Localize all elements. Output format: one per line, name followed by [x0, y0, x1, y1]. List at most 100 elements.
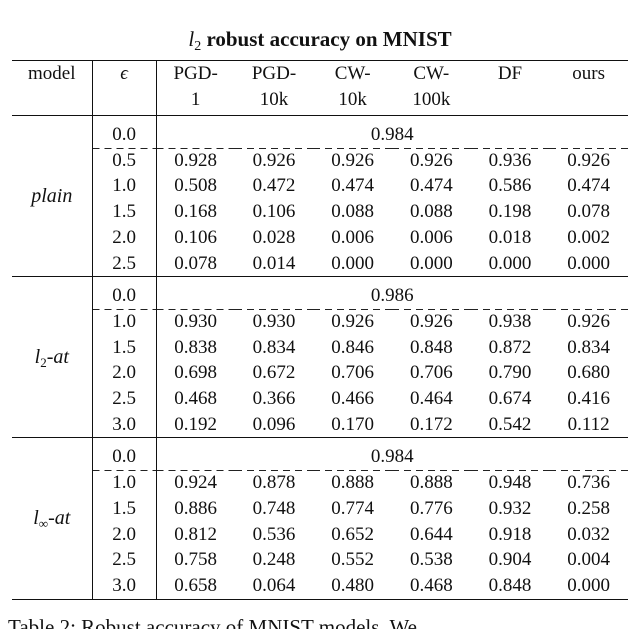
accuracy-cell: 0.508 [155, 173, 235, 200]
epsilon-cell: 2.0 [91, 224, 157, 251]
accuracy-cell: 0.834 [252, 336, 296, 358]
epsilon-cell: 2.5 [91, 547, 157, 573]
accuracy-cell: 0.552 [331, 549, 375, 571]
accuracy-cell: 0.706 [409, 362, 453, 384]
accuracy-cell: 0.812 [155, 521, 235, 548]
accuracy-cell: 0.536 [252, 523, 296, 545]
clean-accuracy-cell: 0.984 [155, 122, 628, 148]
table-row: 1.0 0.508 0.472 0.474 0.474 0.586 0.474 [12, 173, 628, 200]
epsilon-cell: 1.0 [91, 470, 157, 496]
accuracy-cell: 0.886 [155, 495, 235, 522]
epsilon-cell: 0.5 [91, 147, 157, 174]
accuracy-cell: 0.000 [331, 252, 375, 274]
accuracy-cell: 0.538 [409, 549, 453, 571]
title-norm-subscript: 2 [194, 39, 202, 54]
header-epsilon: ϵ [91, 60, 157, 116]
accuracy-cell: 0.680 [567, 362, 611, 384]
clean-accuracy-row: l2-at 0.0 0.986 [12, 283, 628, 370]
header-cw-10k: CW- 10k [334, 63, 371, 110]
separator-cell [392, 437, 471, 445]
table-row: 2.0 0.812 0.536 0.652 0.644 0.918 0.032 [12, 521, 628, 548]
accuracy-cell: 0.918 [488, 523, 532, 545]
accuracy-cell: 0.644 [409, 523, 453, 545]
accuracy-cell: 0.078 [155, 250, 235, 277]
accuracy-cell: 0.464 [409, 388, 453, 410]
accuracy-cell: 0.838 [155, 334, 235, 361]
accuracy-cell: 0.000 [409, 252, 453, 274]
accuracy-cell: 0.926 [392, 147, 471, 174]
accuracy-cell: 0.776 [409, 497, 453, 519]
accuracy-cell: 0.000 [488, 252, 532, 274]
separator-cell [234, 437, 314, 445]
table-row: 1.5 0.838 0.834 0.846 0.848 0.872 0.834 [12, 334, 628, 361]
table-row: 0.5 0.928 0.926 0.926 0.926 0.936 0.926 [12, 147, 628, 174]
accuracy-cell: 0.112 [567, 413, 610, 435]
separator-cell [313, 276, 392, 284]
table-row: 2.0 0.106 0.028 0.006 0.006 0.018 0.002 [12, 224, 628, 251]
accuracy-cell: 0.468 [155, 386, 235, 412]
accuracy-cell: 0.758 [155, 547, 235, 573]
table-row: 1.0 0.930 0.930 0.926 0.926 0.938 0.926 [12, 308, 628, 335]
accuracy-cell: 0.366 [252, 388, 296, 410]
accuracy-cell: 0.078 [567, 201, 611, 223]
epsilon-cell: 1.5 [91, 334, 157, 361]
table-body: plain 0.0 0.984 0.5 0.928 0.926 0.926 0.926 0.93… [12, 115, 628, 600]
epsilon-cell: 2.0 [91, 360, 157, 387]
accuracy-cell: 0.878 [234, 470, 314, 496]
header-pgd-10k: PGD- 10k [251, 63, 297, 110]
epsilon-cell: 0.0 [91, 122, 157, 148]
table-row: 3.0 0.192 0.096 0.170 0.172 0.542 0.112 [12, 411, 628, 438]
accuracy-cell: 0.468 [409, 574, 453, 596]
accuracy-cell: 0.698 [155, 360, 235, 387]
clean-accuracy-row: plain 0.0 0.984 [12, 122, 628, 207]
table-row: 2.5 0.468 0.366 0.466 0.464 0.674 0.416 [12, 386, 628, 412]
accuracy-cell: 0.888 [392, 470, 471, 496]
table-title: l2 robust accuracy on MNIST [0, 24, 640, 62]
accuracy-cell: 0.032 [567, 523, 611, 545]
accuracy-cell: 0.926 [234, 147, 314, 174]
accuracy-cell: 0.416 [567, 388, 611, 410]
separator-cell [91, 437, 157, 445]
header-model: model [28, 63, 76, 84]
separator-cell [91, 276, 157, 284]
separator-cell [91, 115, 157, 122]
accuracy-cell: 0.248 [252, 549, 296, 571]
table-caption: Table 2: Robust accuracy of MNIST models… [8, 615, 433, 629]
separator-cell [155, 115, 235, 122]
accuracy-cell: 0.474 [409, 175, 453, 197]
accuracy-cell: 0.192 [155, 411, 235, 438]
table-row: 3.0 0.658 0.064 0.480 0.468 0.848 0.000 [12, 572, 628, 600]
separator-cell [392, 115, 471, 122]
epsilon-cell: 0.0 [91, 444, 157, 471]
epsilon-cell: 3.0 [91, 411, 157, 438]
section-separator [12, 437, 628, 445]
accuracy-cell: 0.000 [567, 252, 611, 274]
accuracy-cell: 0.926 [313, 308, 392, 335]
accuracy-cell: 0.872 [488, 336, 532, 358]
epsilon-cell: 2.5 [91, 386, 157, 412]
accuracy-cell: 0.888 [313, 470, 392, 496]
accuracy-cell: 0.472 [252, 175, 296, 197]
accuracy-cell: 0.466 [331, 388, 375, 410]
separator-cell [549, 276, 628, 284]
title-text: robust accuracy on MNIST [206, 27, 452, 51]
separator-cell [234, 276, 314, 284]
separator-cell [470, 115, 550, 122]
accuracy-cell: 0.064 [252, 574, 296, 596]
accuracy-cell: 0.930 [155, 308, 235, 335]
accuracy-cell: 0.930 [234, 308, 314, 335]
separator-cell [549, 115, 628, 122]
table-row: 2.0 0.698 0.672 0.706 0.706 0.790 0.680 [12, 360, 628, 387]
accuracy-cell: 0.106 [252, 201, 296, 223]
accuracy-cell: 0.088 [331, 201, 375, 223]
accuracy-cell: 0.926 [392, 308, 471, 335]
separator-cell [313, 115, 392, 122]
accuracy-cell: 0.936 [470, 147, 550, 174]
table-header: model ϵ PGD- 1 PGD- 10k CW- 10k CW- 100k DF … [12, 60, 628, 116]
accuracy-cell: 0.168 [155, 199, 235, 225]
accuracy-cell: 0.948 [470, 470, 550, 496]
accuracy-cell: 0.258 [567, 497, 611, 519]
accuracy-cell: 0.658 [155, 572, 235, 600]
accuracy-cell: 0.848 [488, 574, 532, 596]
separator-cell [12, 276, 93, 284]
